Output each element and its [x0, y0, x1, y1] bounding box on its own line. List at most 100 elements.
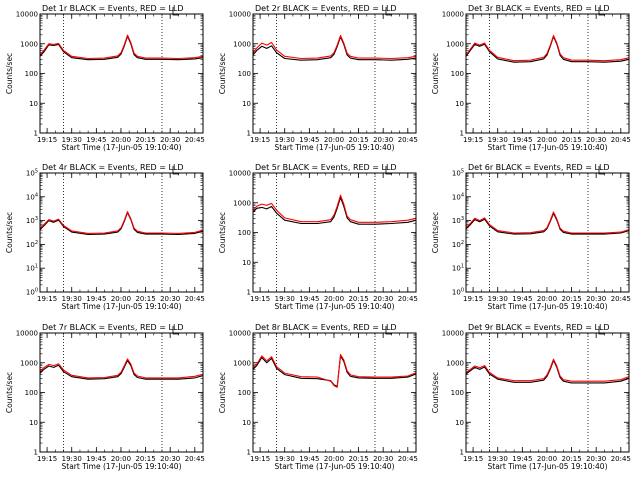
series-line [465, 35, 630, 63]
x-tick-label: 19:45 [299, 455, 319, 463]
x-tick-label: 20:00 [324, 455, 344, 463]
x-tick-label: 19:30 [62, 136, 82, 144]
y-axis-label: Counts/sec [5, 212, 14, 253]
x-tick-label: 19:30 [488, 136, 508, 144]
y-tick-label: 100 [451, 389, 464, 397]
corner-glyph [598, 7, 605, 16]
x-tick-label: 20:45 [185, 295, 205, 303]
x-axis-label: Start Time (17-Jun-05 19:10:40) [488, 143, 608, 152]
y-tick-label: 10000 [16, 330, 38, 338]
plot-frame [39, 13, 204, 134]
x-tick-label: 20:30 [160, 455, 180, 463]
series-line [39, 359, 204, 380]
series-line [39, 35, 204, 61]
plot-frame [39, 172, 204, 293]
series-line [252, 353, 417, 388]
plot-frame [465, 332, 630, 453]
x-tick-label: 19:15 [37, 295, 57, 303]
x-tick-label: 19:45 [299, 136, 319, 144]
y-tick-label: 1000 [233, 359, 251, 367]
y-tick-label: 100 [238, 229, 251, 237]
x-axis-label: Start Time (17-Jun-05 19:10:40) [275, 462, 395, 471]
plot-frame [252, 172, 417, 293]
chart-panel: Det 8r BLACK = Events, RED = LLD 1 10 100 10… [218, 323, 418, 471]
y-tick-label: 1000 [233, 199, 251, 207]
chart-panel: Det 7r BLACK = Events, RED = LLD 1 10 100 10… [5, 323, 205, 471]
chart-panel: Det 3r BLACK = Events, RED = LLD 1 10 100 10… [431, 4, 631, 152]
y-tick-label: 101 [452, 264, 464, 273]
y-tick-label: 102 [452, 240, 464, 249]
y-tick-label: 10 [242, 259, 251, 267]
x-tick-label: 19:30 [275, 136, 295, 144]
x-tick-label: 19:45 [86, 136, 106, 144]
y-tick-label: 10000 [229, 11, 251, 19]
x-tick-label: 20:30 [160, 136, 180, 144]
x-tick-label: 20:45 [398, 295, 418, 303]
series-line [39, 211, 204, 234]
corner-glyph [598, 166, 605, 175]
x-tick-label: 20:45 [611, 136, 631, 144]
x-axis-label: Start Time (17-Jun-05 19:10:40) [488, 302, 608, 311]
x-tick-label: 20:30 [586, 455, 606, 463]
chart-title: Det 9r BLACK = Events, RED = LLD [468, 323, 610, 332]
y-tick-label: 1 [34, 130, 38, 138]
x-tick-label: 20:00 [537, 136, 557, 144]
x-tick-label: 19:30 [62, 455, 82, 463]
chart-title: Det 3r BLACK = Events, RED = LLD [468, 4, 610, 13]
y-tick-label: 1 [34, 449, 38, 457]
y-tick-label: 10 [242, 419, 251, 427]
y-tick-label: 100 [238, 389, 251, 397]
x-tick-label: 20:30 [373, 455, 393, 463]
x-tick-label: 19:30 [62, 295, 82, 303]
y-tick-label: 1000 [446, 40, 464, 48]
chart-panel: Det 9r BLACK = Events, RED = LLD 1 10 100 10… [431, 323, 631, 471]
y-tick-label: 10 [242, 100, 251, 108]
x-tick-label: 20:15 [135, 136, 155, 144]
x-tick-label: 20:15 [561, 136, 581, 144]
chart-panel: Det 4r BLACK = Events, RED = LLD 100 101 10… [5, 163, 205, 311]
y-tick-label: 10 [29, 419, 38, 427]
chart-panel: Det 1r BLACK = Events, RED = LLD 1 10 100 10… [5, 4, 205, 152]
y-axis-label: Counts/sec [218, 212, 227, 253]
series-line [252, 194, 417, 223]
y-tick-label: 1000 [446, 359, 464, 367]
y-tick-label: 102 [26, 240, 38, 249]
y-axis-label: Counts/sec [5, 372, 14, 413]
y-tick-label: 100 [238, 70, 251, 78]
y-axis-label: Counts/sec [431, 372, 440, 413]
x-tick-label: 19:45 [512, 295, 532, 303]
x-tick-label: 19:30 [275, 455, 295, 463]
y-tick-label: 10000 [442, 11, 464, 19]
x-tick-label: 19:45 [86, 455, 106, 463]
y-tick-label: 100 [25, 389, 38, 397]
y-tick-label: 10 [455, 419, 464, 427]
x-axis-label: Start Time (17-Jun-05 19:10:40) [62, 302, 182, 311]
y-tick-label: 10 [29, 100, 38, 108]
x-tick-label: 20:00 [537, 455, 557, 463]
x-tick-label: 20:30 [160, 295, 180, 303]
y-tick-label: 1 [247, 289, 251, 297]
y-axis-label: Counts/sec [218, 372, 227, 413]
x-tick-label: 19:15 [37, 455, 57, 463]
x-tick-label: 20:45 [185, 136, 205, 144]
chart-title: Det 4r BLACK = Events, RED = LLD [42, 163, 184, 172]
plot-frame [465, 13, 630, 134]
series-line [465, 34, 630, 62]
x-tick-label: 20:15 [561, 455, 581, 463]
x-tick-label: 19:15 [250, 295, 270, 303]
x-tick-label: 19:45 [299, 295, 319, 303]
x-tick-label: 20:45 [398, 455, 418, 463]
x-tick-label: 19:15 [463, 136, 483, 144]
x-axis-label: Start Time (17-Jun-05 19:10:40) [275, 302, 395, 311]
corner-glyph [172, 326, 179, 335]
x-tick-label: 19:45 [512, 136, 532, 144]
y-tick-label: 101 [26, 264, 38, 273]
chart-title: Det 5r BLACK = Events, RED = LLD [255, 163, 397, 172]
y-axis-label: Counts/sec [431, 53, 440, 94]
series-line [39, 358, 204, 379]
x-axis-label: Start Time (17-Jun-05 19:10:40) [275, 143, 395, 152]
y-tick-label: 10000 [229, 170, 251, 178]
x-tick-label: 19:45 [86, 295, 106, 303]
x-tick-label: 19:30 [488, 295, 508, 303]
